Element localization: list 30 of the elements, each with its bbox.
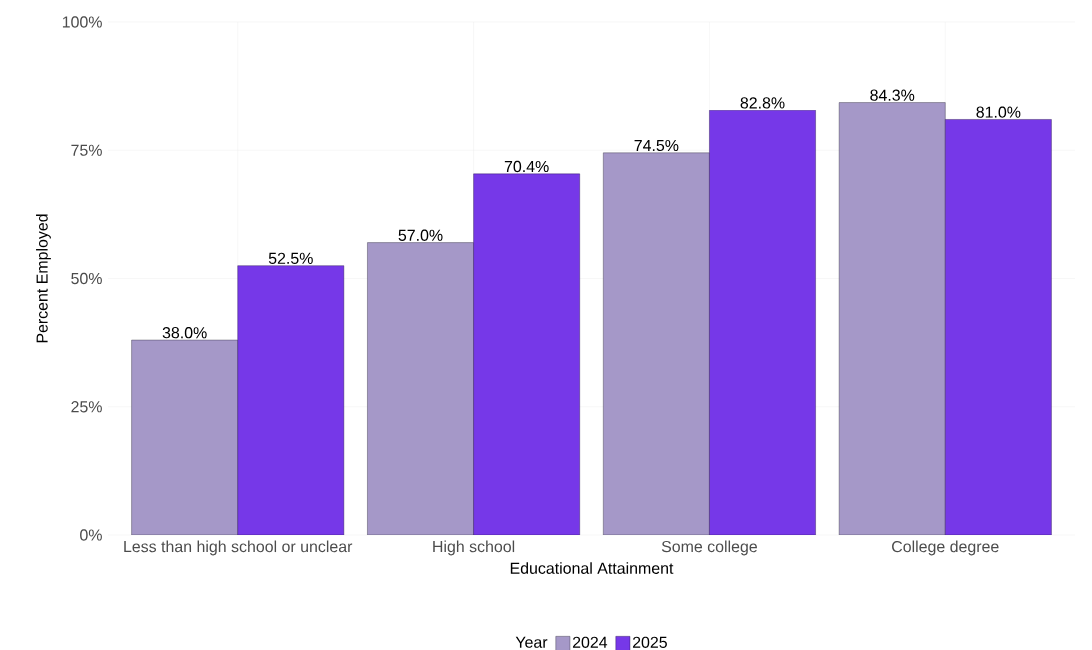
y-tick-label: 0% bbox=[80, 529, 102, 541]
y-axis-title: Percent Employed bbox=[36, 214, 51, 343]
bar bbox=[838, 102, 946, 535]
x-axis-title: Educational Attainment bbox=[510, 562, 674, 574]
data-label: 70.4% bbox=[504, 160, 549, 173]
bar bbox=[945, 119, 1052, 535]
data-label: 38.0% bbox=[162, 327, 207, 339]
data-label: 82.8% bbox=[740, 97, 785, 109]
data-label: 84.3% bbox=[870, 89, 915, 101]
data-label: 52.5% bbox=[268, 252, 313, 264]
bar bbox=[603, 152, 710, 535]
bar bbox=[709, 110, 816, 535]
data-label: 57.0% bbox=[398, 229, 443, 241]
y-tick-label: 100% bbox=[62, 16, 102, 28]
legend-title: Year bbox=[515, 636, 548, 648]
bar bbox=[237, 265, 345, 535]
y-tick-label: 25% bbox=[71, 401, 102, 413]
legend-label: 2025 bbox=[632, 636, 667, 648]
y-tick-label: 50% bbox=[71, 272, 102, 285]
legend-label: 2024 bbox=[572, 636, 608, 648]
x-tick-label: High school bbox=[433, 540, 515, 556]
data-label: 81.0% bbox=[976, 106, 1021, 118]
bar bbox=[367, 242, 474, 535]
x-tick-label: Less than high school or unclear bbox=[124, 540, 353, 556]
x-tick-label: Some college bbox=[661, 540, 757, 556]
bar bbox=[473, 173, 580, 535]
bar bbox=[131, 339, 238, 535]
data-label: 74.5% bbox=[634, 139, 679, 152]
y-tick-label: 75% bbox=[71, 144, 102, 156]
x-tick-label: College degree bbox=[892, 540, 999, 556]
